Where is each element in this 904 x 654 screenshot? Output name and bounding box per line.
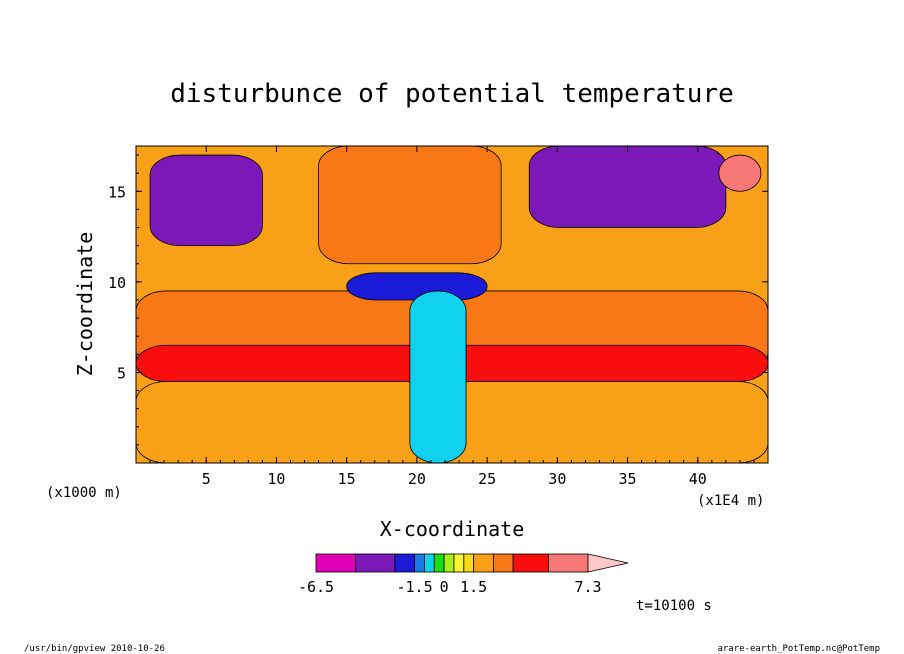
- y-tick-label-0: 5: [117, 364, 126, 382]
- x-tick-label-4: 25: [478, 470, 496, 488]
- x-tick-label-1: 10: [267, 470, 285, 488]
- field-region-8: [409, 290, 467, 463]
- colorbar-segment-7: [453, 553, 465, 573]
- colorbar-segment-12: [548, 553, 589, 573]
- colorbar-extend-arrow: [587, 553, 629, 573]
- colorbar-ticks: -6.5 -1.5 0 1.5 7.3: [298, 578, 602, 596]
- colorbar-segment-6: [443, 553, 455, 573]
- y-tick-label-2: 15: [108, 183, 126, 201]
- colorbar-segment-0: [315, 553, 356, 573]
- field-region-5: [346, 272, 488, 301]
- chart-title: disturbunce of potential temperature: [170, 79, 734, 109]
- plot-area: [136, 146, 768, 463]
- contour-field: [136, 146, 768, 463]
- plot-frame: [135, 145, 769, 464]
- colorbar-segment-10: [492, 553, 514, 573]
- colorbar-segment-4: [424, 553, 435, 573]
- colorbar-tick-label-4: 7.3: [574, 578, 601, 596]
- x-tick-label-3: 20: [408, 470, 426, 488]
- field-region-3: [149, 154, 263, 247]
- footer-left: /usr/bin/gpview 2010-10-26: [24, 644, 165, 654]
- x-units-label: (x1E4 m): [697, 493, 764, 509]
- footer-right: arare-earth_PotTemp.nc@PotTemp: [717, 644, 880, 654]
- field-region-6: [318, 146, 502, 265]
- colorbar-segment-5: [433, 553, 445, 573]
- y-tick-label-1: 10: [108, 274, 126, 292]
- colorbar: [315, 553, 629, 573]
- colorbar-tick-label-1: -1.5: [396, 578, 432, 596]
- y-units-label: (x1000 m): [46, 485, 122, 501]
- colorbar-segment-11: [512, 553, 549, 573]
- x-tick-label-2: 15: [338, 470, 356, 488]
- time-label: t=10100 s: [636, 598, 712, 614]
- field-region-4: [528, 146, 727, 228]
- colorbar-segment-9: [473, 553, 494, 573]
- x-tick-label-5: 30: [548, 470, 566, 488]
- colorbar-tick-label-3: 1.5: [460, 578, 487, 596]
- x-axis-label: X-coordinate: [380, 517, 525, 541]
- x-tick-label-6: 35: [619, 470, 637, 488]
- colorbar-segment-1: [355, 553, 396, 573]
- colorbar-segment-8: [463, 553, 475, 573]
- colorbar-tick-label-0: -6.5: [298, 578, 334, 596]
- colorbar-tick-label-2: 0: [440, 578, 449, 596]
- field-region-7: [718, 154, 762, 192]
- x-tick-label-7: 40: [689, 470, 707, 488]
- y-axis: 5 10 15: [108, 154, 768, 446]
- y-axis-label: Z-coordinate: [73, 232, 97, 377]
- colorbar-segment-3: [414, 553, 425, 573]
- x-axis: 5 10 15 20 25 30 35 40: [135, 146, 769, 488]
- colorbar-segment-2: [394, 553, 415, 573]
- x-tick-label-0: 5: [202, 470, 211, 488]
